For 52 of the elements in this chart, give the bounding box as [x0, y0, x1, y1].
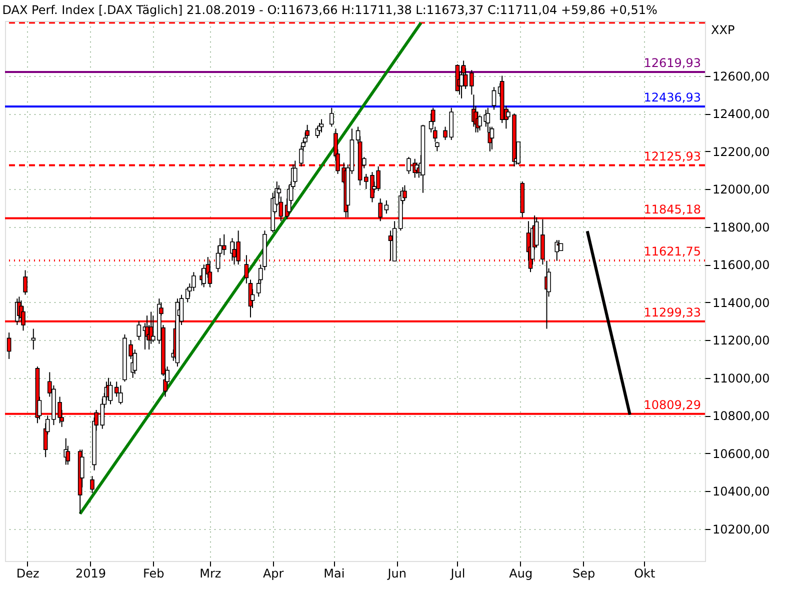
x-tick-label: Mai: [324, 566, 345, 580]
candlestick: [6, 332, 12, 360]
y-tick-label: 11600,00: [712, 258, 770, 272]
candlestick: [222, 234, 226, 256]
y-tick-label: 11400,00: [712, 296, 770, 310]
candlestick: [384, 200, 389, 214]
ref-line-label: 12436,93: [644, 90, 701, 105]
y-tick-label: 11800,00: [712, 220, 770, 234]
y-tick-label: 11000,00: [712, 371, 770, 386]
y-tick-label: 12600,00: [712, 69, 770, 84]
y-tick-label: 10400,00: [712, 484, 770, 499]
candlestick: [492, 86, 496, 110]
candlestick: [136, 320, 142, 341]
ref-line-label: 10809,29: [644, 398, 701, 412]
y-tick-label: 12000,00: [712, 182, 770, 197]
candlestick: [534, 216, 539, 248]
y-tick-label: 10800,00: [712, 409, 770, 424]
x-tick-label: 2019: [75, 566, 106, 580]
candlestick: [299, 145, 304, 167]
x-tick-label: Feb: [142, 566, 164, 580]
candlestick: [330, 107, 334, 128]
ref-line-label: 11299,33: [644, 305, 701, 320]
y-tick-label: 10200,00: [712, 522, 770, 536]
x-tick-label: Sep: [572, 566, 596, 580]
y-tick-label: 12400,00: [712, 107, 770, 122]
x-tick-label: Okt: [634, 566, 656, 580]
candlestick: [118, 384, 123, 405]
candlestick: [232, 241, 236, 266]
ref-line-label: 12125,93: [644, 149, 701, 164]
x-tick-label: Mrz: [200, 566, 222, 580]
candlestick: [478, 114, 482, 132]
text: XXP: [711, 23, 735, 37]
y-tick-label: 11200,00: [712, 334, 770, 348]
x-tick-label: Dez: [16, 566, 40, 580]
ref-line-label: 11845,18: [644, 202, 701, 216]
y-tick-label: 10600,00: [712, 446, 770, 461]
x-tick-label: Jul: [450, 566, 466, 580]
candlestick: [192, 272, 196, 292]
chart-title: DAX Perf. Index [.DAX Täglich] 21.08.2019 - O:11673,66 H:11711,38 L:11673,37 C:11711,04 +59,86 +0,51%: [2, 3, 658, 17]
ref-line-label: 12619,93: [644, 56, 701, 70]
y-tick-label: 12200,00: [712, 144, 770, 159]
candlestick: [470, 70, 474, 96]
ref-line-label: 11621,75: [644, 244, 701, 258]
x-tick-label: Apr: [262, 566, 284, 580]
candlestick: [402, 184, 407, 201]
x-tick-label: Jun: [386, 566, 406, 580]
candlestick: [319, 118, 324, 133]
x-tick-label: Aug: [509, 566, 533, 580]
candlestick: [90, 476, 94, 494]
candlestick: [108, 381, 113, 405]
candlestick: [31, 328, 36, 350]
candlestick: [23, 270, 28, 296]
